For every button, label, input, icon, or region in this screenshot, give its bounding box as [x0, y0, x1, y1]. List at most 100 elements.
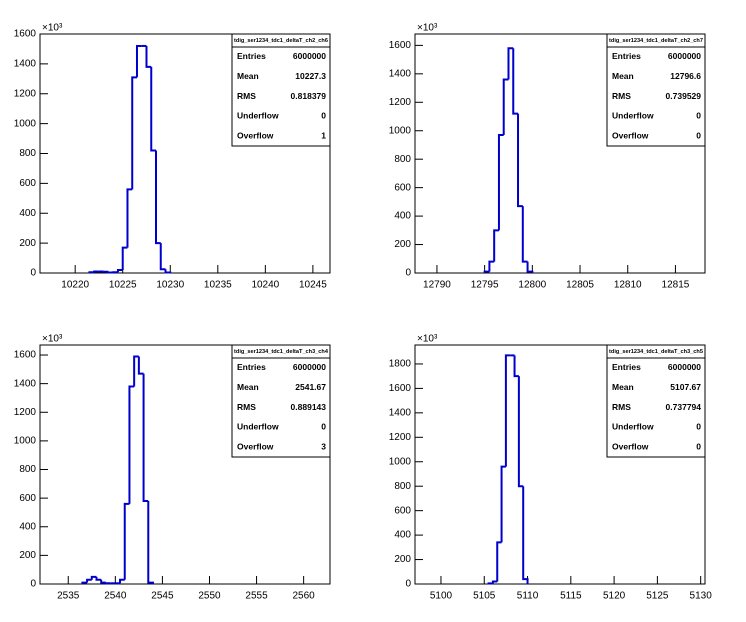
x-tick-label: 2560 [293, 591, 316, 602]
histogram-bin [159, 243, 166, 271]
stats-label: Mean [237, 71, 259, 81]
stats-box [231, 344, 331, 458]
stats-value: 0 [696, 441, 701, 451]
stats-label: Mean [237, 382, 259, 392]
y-tick-label: 1000 [14, 436, 37, 447]
x-tick-label: 12810 [614, 280, 642, 291]
y-tick-label: 800 [394, 481, 411, 492]
stats-value: 0 [321, 422, 326, 432]
stats-label: RMS [237, 402, 256, 412]
x-tick-label: 5110 [517, 591, 539, 602]
y-tick-label: 1400 [14, 378, 37, 389]
histogram-bin [100, 579, 106, 584]
y-tick-label: 1400 [389, 407, 412, 418]
stats-value: 10227.3 [295, 71, 326, 81]
stats-label: Overflow [612, 130, 649, 140]
stats-label: Underflow [612, 111, 654, 121]
y-tick-label: 600 [19, 493, 36, 504]
histogram-bin [126, 188, 133, 248]
y-tick-label: 400 [19, 208, 36, 219]
stats-box [231, 33, 331, 147]
y-multiplier: ×10³ [417, 334, 438, 345]
histogram-bin [512, 48, 519, 115]
histogram-bin [128, 385, 135, 504]
y-tick-label: 0 [405, 268, 411, 279]
plot-frame [414, 344, 706, 585]
stats-box [606, 33, 706, 147]
histogram-bin [93, 270, 99, 273]
stats-value: 0 [696, 130, 701, 140]
y-tick-label: 400 [19, 521, 36, 532]
y-tick-label: 1600 [389, 40, 412, 51]
y-tick-label: 1000 [389, 125, 412, 136]
stats-title: tdig_ser1234_tdc1_deltaT_ch2_ch7 [609, 38, 703, 44]
stats-label: Entries [612, 51, 641, 61]
stats-value: 0 [321, 111, 326, 121]
histogram-bin [95, 576, 102, 581]
stats-value: 12796.6 [670, 71, 701, 81]
y-tick-label: 400 [394, 211, 411, 222]
stats-value: 6000000 [293, 362, 326, 372]
stats-label: Entries [612, 362, 641, 372]
x-tick-label: 12795 [471, 280, 499, 291]
y-tick-label: 600 [394, 182, 411, 193]
x-tick-label: 12815 [662, 280, 690, 291]
y-tick-label: 800 [19, 148, 36, 159]
y-tick-label: 1800 [389, 359, 412, 370]
y-tick-label: 1000 [14, 118, 37, 129]
histogram-bin [142, 373, 149, 502]
stats-value: 0 [696, 422, 701, 432]
y-tick-label: 400 [394, 530, 411, 541]
histogram-bin [164, 269, 172, 274]
y-tick-label: 1200 [389, 97, 412, 108]
histogram-bin [502, 78, 509, 136]
x-tick-label: 2555 [245, 591, 268, 602]
histogram-bin [123, 502, 130, 580]
x-tick-label: 10240 [251, 280, 279, 291]
x-tick-label: 10245 [299, 280, 327, 291]
y-tick-label: 0 [30, 579, 36, 590]
histogram-bin [522, 486, 529, 584]
stats-label: Overflow [237, 130, 274, 140]
y-tick-label: 800 [19, 464, 36, 475]
histogram-bin [90, 575, 97, 580]
histogram-bin [121, 246, 128, 271]
histogram-bin [86, 578, 92, 583]
histogram-bin [135, 44, 142, 78]
plot-frame [39, 344, 331, 585]
y-tick-label: 0 [30, 268, 36, 279]
histogram-bin [104, 582, 111, 585]
stats-label: Underflow [612, 422, 654, 432]
stats-box [606, 344, 706, 458]
histogram-bin [497, 134, 504, 231]
histogram-bin [504, 354, 511, 467]
histogram-bin [131, 76, 137, 190]
histogram-bin [137, 356, 144, 375]
histogram-bin [507, 47, 514, 80]
y-tick-label: 1200 [14, 407, 37, 418]
histogram-bin [116, 269, 123, 273]
stats-label: Entries [237, 51, 266, 61]
stats-value: 2541.67 [295, 382, 326, 392]
stats-label: Entries [237, 362, 266, 372]
stats-value: 6000000 [668, 362, 701, 372]
y-tick-label: 600 [19, 178, 36, 189]
x-tick-label: 5100 [430, 591, 453, 602]
x-tick-label: 10225 [109, 280, 137, 291]
histogram-bin [521, 206, 528, 263]
y-multiplier: ×10³ [417, 23, 438, 34]
histogram-bin [81, 581, 88, 584]
stats-value: 3 [321, 441, 326, 451]
histogram-bin [491, 580, 498, 584]
x-tick-label: 10230 [156, 280, 184, 291]
stats-value: 0.737794 [666, 402, 702, 412]
stats-label: Overflow [612, 441, 649, 451]
y-tick-label: 200 [19, 550, 36, 561]
stats-value: 0.889143 [291, 402, 327, 412]
histogram-bin [493, 229, 499, 262]
stats-label: RMS [237, 91, 256, 101]
histogram-bin [133, 355, 139, 387]
histogram-bin [88, 271, 95, 274]
histogram-bin [145, 45, 152, 68]
